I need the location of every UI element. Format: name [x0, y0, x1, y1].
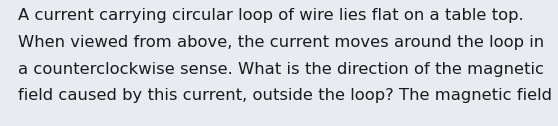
Text: field caused by this current, outside the loop? The magnetic field: field caused by this current, outside th… [18, 88, 552, 103]
Text: When viewed from above, the current moves around the loop in: When viewed from above, the current move… [18, 35, 544, 50]
Text: a counterclockwise sense. What is the direction of the magnetic: a counterclockwise sense. What is the di… [18, 62, 544, 77]
Text: A current carrying circular loop of wire lies flat on a table top.: A current carrying circular loop of wire… [18, 8, 523, 23]
